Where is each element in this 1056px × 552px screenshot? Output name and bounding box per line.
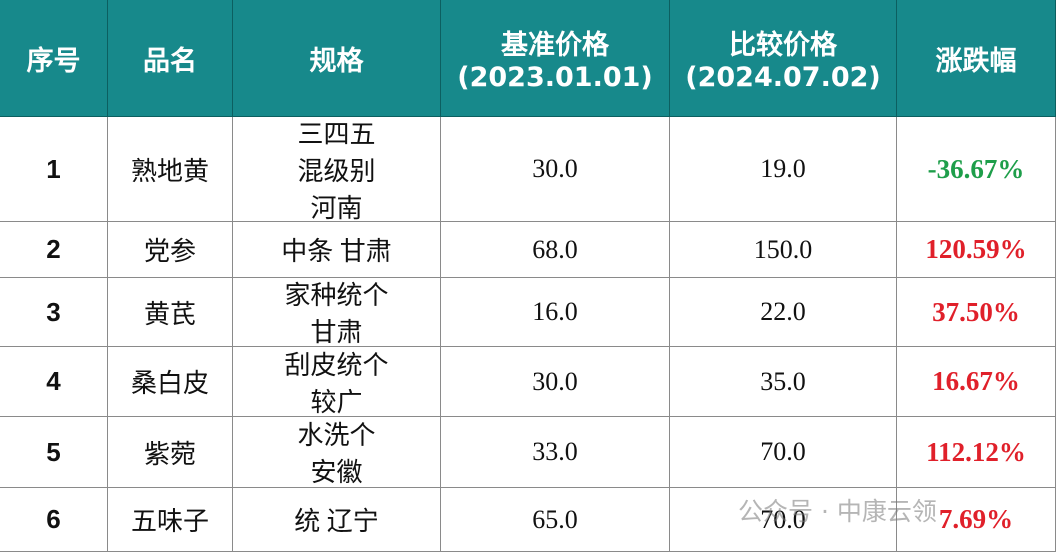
name: 熟地黄 [130,156,209,186]
index: 5 [46,436,61,467]
compare-price: 150.0 [753,234,813,264]
base-cell: 30.0 [441,347,670,417]
change: 37.50% [932,296,1020,327]
change-cell: 112.12% [897,417,1056,488]
header-text: (2023.01.01) [457,62,653,93]
header-cell: 涨跌幅 [897,0,1056,117]
header-text: 基准价格 [501,30,609,61]
header-text: 涨跌幅 [935,45,1017,77]
spec-cell: 三四五 混级别 河南 [233,117,441,223]
index-cell: 3 [0,278,108,347]
index: 4 [46,366,61,396]
compare-cell: 19.0 [670,117,897,222]
index: 6 [46,504,61,534]
header-text: (2024.07.02) [685,62,881,93]
base-price: 16.0 [532,297,578,326]
name: 党参 [143,237,196,266]
header-cell: 品名 [108,0,233,117]
change-cell: -36.67% [897,117,1056,222]
name-cell: 桑白皮 [108,347,233,417]
header-text: 规格 [309,45,364,77]
spec-cell: 统 辽宁 [233,488,441,552]
header-text: 比较价格 [729,30,837,61]
compare-price: 70.0 [760,504,806,534]
spec-line: 中条 甘肃 [281,237,392,266]
spec-line: 混级别 [297,156,376,186]
change: -36.67% [927,153,1025,184]
compare-cell: 70.0 [670,417,897,488]
compare-price: 35.0 [760,366,806,396]
base-price: 68.0 [532,234,578,264]
base-price: 30.0 [532,366,578,396]
header-text: 序号 [26,45,81,77]
spec-line: 较广 [310,387,363,417]
index-cell: 6 [0,488,108,552]
base-cell: 68.0 [441,222,670,278]
index-cell: 2 [0,222,108,278]
name: 桑白皮 [130,369,209,398]
spec-line: 家种统个 [284,281,389,310]
compare-price: 22.0 [760,297,806,326]
name-cell: 紫菀 [108,417,233,488]
header-text: 品名 [143,45,197,77]
spec-cell: 家种统个 甘肃 [233,278,441,347]
spec-line: 统 辽宁 [294,507,379,536]
change: 112.12% [926,436,1026,467]
name: 五味子 [130,507,209,536]
change: 16.67% [932,366,1020,396]
spec-line: 甘肃 [310,318,363,347]
compare-cell: 22.0 [670,278,897,347]
header-cell: 序号 [0,0,108,117]
name: 紫菀 [143,439,196,469]
spec-cell: 刮皮统个 较广 [233,347,441,417]
index: 1 [46,153,61,184]
name-cell: 熟地黄 [108,117,233,222]
change-cell: 120.59% [897,222,1056,278]
base-cell: 33.0 [441,417,670,488]
index: 3 [46,296,61,327]
change: 7.69% [938,504,1014,534]
header-cell: 基准价格 (2023.01.01) [441,0,670,117]
base-cell: 65.0 [441,488,670,552]
header-cell: 比较价格 (2024.07.02) [670,0,897,117]
name-cell: 五味子 [108,488,233,552]
base-price: 65.0 [532,504,578,534]
spec-cell: 中条 甘肃 [233,222,441,278]
spec-cell: 水洗个 安徽 [233,417,441,488]
base-price: 30.0 [532,154,578,183]
header-cell: 规格 [233,0,441,117]
base-cell: 16.0 [441,278,670,347]
compare-price: 19.0 [760,154,806,183]
name: 黄芪 [143,299,196,329]
compare-cell: 35.0 [670,347,897,417]
spec-line: 刮皮统个 [284,350,389,380]
index-cell: 5 [0,417,108,488]
spec-line: 三四五 [297,119,376,149]
compare-price: 70.0 [760,437,806,466]
compare-cell: 150.0 [670,222,897,278]
watermark: 公众号 · 中康云领 [738,497,937,526]
change-cell: 37.50% [897,278,1056,347]
change-cell: 16.67% [897,347,1056,417]
index: 2 [46,234,61,264]
index-cell: 4 [0,347,108,417]
base-price: 33.0 [532,437,578,466]
index-cell: 1 [0,117,108,222]
spec-line: 安徽 [310,458,363,487]
spec-line: 河南 [310,193,363,223]
name-cell: 黄芪 [108,278,233,347]
spec-line: 水洗个 [297,421,376,450]
base-cell: 30.0 [441,117,670,222]
name-cell: 党参 [108,222,233,278]
change: 120.59% [925,234,1027,264]
